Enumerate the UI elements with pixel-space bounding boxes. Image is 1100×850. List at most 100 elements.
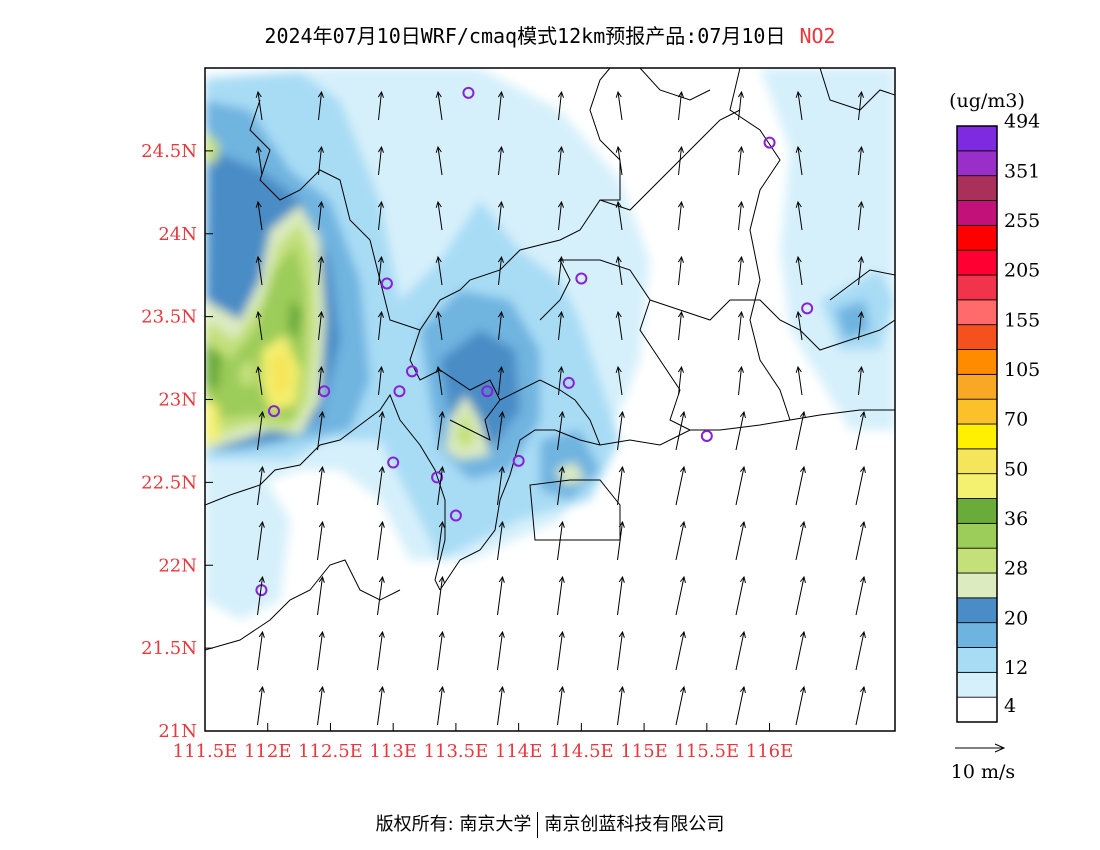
- colorbar-swatch: [956, 473, 998, 499]
- wind-arrowhead: [435, 200, 442, 208]
- wind-arrow: [858, 366, 862, 396]
- wind-arrowhead: [255, 365, 262, 373]
- wind-arrowhead: [255, 200, 262, 208]
- wind-arrowhead: [497, 90, 504, 98]
- monitoring-station: [481, 385, 494, 398]
- wind-arrow: [678, 146, 682, 176]
- y-axis-ticks: 21N 21.5N 22N 22.5N 23N 23.5N 24N 24.5N: [141, 141, 213, 742]
- monitoring-station: [449, 509, 462, 522]
- wind-arrow: [675, 466, 685, 506]
- x-tick-label: 113.5E: [424, 741, 489, 762]
- wind-arrow: [257, 631, 263, 671]
- wind-arrowhead: [255, 255, 262, 263]
- title-text: 2024年07月10日WRF/cmaq模式12km预报产品:07月10日: [264, 24, 786, 48]
- wind-arrow: [678, 366, 682, 396]
- wind-arrowhead: [255, 310, 262, 318]
- monitoring-station: [406, 365, 418, 378]
- wind-arrow: [795, 521, 805, 561]
- wind-arrowhead: [739, 410, 746, 418]
- wind-arrowhead: [258, 685, 265, 693]
- wind-arrow: [738, 256, 742, 286]
- y-tick-label: 21N: [158, 721, 197, 742]
- wind-arrow: [437, 576, 443, 616]
- wind-arrow: [858, 311, 862, 341]
- footer-left: 版权所有: 南京大学: [375, 814, 532, 835]
- wind-arrow: [738, 311, 742, 341]
- wind-arrowhead: [557, 255, 564, 263]
- wind-arrow: [437, 631, 443, 671]
- wind-arrow: [795, 411, 805, 451]
- x-tick-label: 115E: [620, 741, 668, 762]
- wind-arrowhead: [378, 520, 385, 528]
- wind-arrow: [437, 411, 443, 451]
- wind-arrowhead: [920, 467, 925, 473]
- wind-arrowhead: [558, 685, 565, 693]
- wind-arrow: [257, 686, 263, 726]
- wind-arrow: [558, 146, 562, 176]
- monitoring-station: [763, 136, 776, 149]
- wind-arrow: [318, 366, 322, 396]
- wind-arrow: [919, 202, 922, 230]
- wind-arrowhead: [679, 520, 686, 528]
- wind-arrowhead: [677, 200, 684, 208]
- wind-arrow: [738, 366, 742, 396]
- wind-arrowhead: [435, 90, 442, 98]
- colorbar-swatch: [956, 423, 998, 450]
- wind-arrow: [317, 686, 323, 726]
- colorbar-swatch: [956, 249, 998, 276]
- wind-arrow: [797, 146, 803, 176]
- wind-arrow: [257, 411, 263, 451]
- wind-arrow: [916, 632, 924, 670]
- wind-arrow: [797, 201, 803, 231]
- wind-arrowhead: [497, 145, 504, 153]
- wind-arrow: [795, 686, 805, 726]
- wind-arrowhead: [558, 465, 565, 473]
- wind-arrow: [557, 631, 563, 671]
- wind-arrowhead: [615, 145, 622, 153]
- wind-arrow: [617, 256, 623, 286]
- wind-arrowhead: [615, 200, 622, 208]
- wind-arrowhead: [918, 257, 923, 263]
- colorbar-unit: (ug/m3): [949, 90, 1025, 112]
- wind-arrow: [437, 521, 443, 561]
- wind-arrow: [498, 91, 502, 121]
- wind-arrow: [437, 686, 443, 726]
- wind-arrow: [919, 367, 922, 395]
- wind-arrow: [317, 631, 323, 671]
- wind-legend-arrowhead: [994, 743, 1006, 753]
- wind-arrow: [797, 366, 803, 396]
- wind-arrowhead: [318, 575, 325, 583]
- wind-arrow: [916, 412, 924, 450]
- colorbar-label: 28: [1004, 558, 1028, 580]
- wind-arrowhead: [918, 147, 923, 153]
- wind-arrow: [617, 366, 623, 396]
- wind-arrow: [318, 91, 322, 121]
- wind-arrowhead: [737, 200, 744, 208]
- wind-arrow: [378, 366, 382, 396]
- wind-arrow: [558, 311, 562, 341]
- wind-arrowhead: [318, 685, 325, 693]
- colorbar-label: 205: [1004, 260, 1040, 282]
- wind-arrow: [738, 146, 742, 176]
- x-axis-ticks: 111.5E 112E 112.5E 113E 113.5E 114E 114.5E 115E…: [173, 723, 793, 762]
- wind-arrowhead: [378, 575, 385, 583]
- wind-arrowhead: [317, 90, 324, 98]
- wind-arrowhead: [258, 465, 265, 473]
- y-tick-label: 23.5N: [141, 307, 197, 328]
- wind-arrow: [378, 256, 382, 286]
- wind-arrowhead: [497, 310, 504, 318]
- wind-arrowhead: [435, 145, 442, 153]
- monitoring-station: [393, 385, 406, 398]
- colorbar-swatch: [956, 647, 998, 673]
- wind-arrow: [919, 312, 922, 340]
- colorbar-label: 494: [1004, 111, 1040, 133]
- footer-right: 南京创蓝科技有限公司: [544, 814, 725, 835]
- wind-arrow: [498, 256, 502, 286]
- wind-arrowhead: [859, 575, 866, 583]
- wind-arrow: [437, 201, 443, 231]
- wind-arrowhead: [677, 255, 684, 263]
- x-tick-label: 113E: [369, 741, 417, 762]
- wind-arrow: [617, 311, 623, 341]
- map-title: 2024年07月10日WRF/cmaq模式12km预报产品:07月10日 NO2: [0, 20, 1100, 49]
